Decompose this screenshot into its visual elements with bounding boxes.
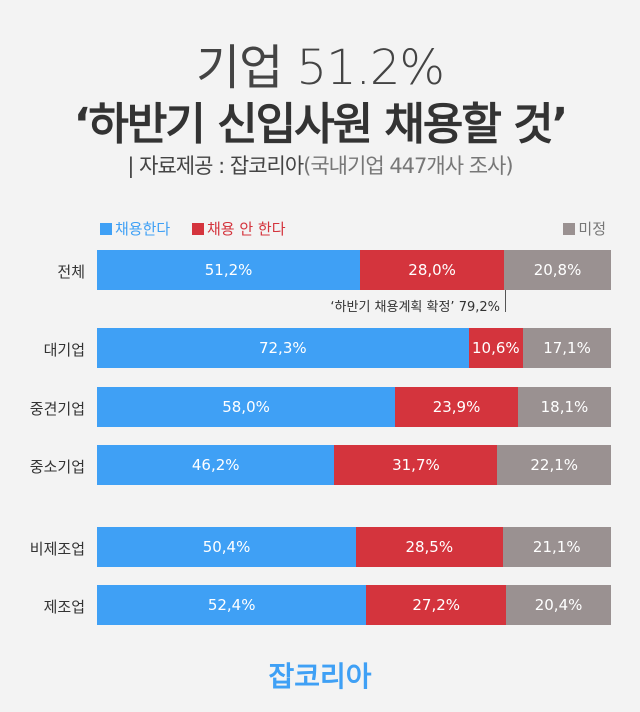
category-label: 중소기업 [29,458,85,476]
bar-segment: 46,2% [97,445,335,485]
data-label: 46,2% [191,456,240,474]
title-line1: 기업 51.2% [195,40,445,96]
bar-row: 52,4% 27,2% 20,4% [97,585,611,625]
legend-swatch [563,223,576,235]
legend-item-undecided: 미정 [563,218,606,239]
bar-segment: 51,2% [97,250,361,290]
data-label: 10,6% [472,339,520,357]
data-label: 21,1% [532,538,581,556]
bar-segment: 22,1% [497,445,611,485]
bar-row: 72,3% 10,6% 17,1% [97,328,611,368]
category-label: 비제조업 [29,540,85,558]
data-label: 28,5% [405,538,454,556]
bar-segment: 18,1% [517,387,611,427]
source-detail: (국내기업 447개사 조사) [303,154,513,178]
data-label: 27,2% [412,596,461,614]
jobkorea-logo: 잡코리아 [268,660,372,693]
legend-swatch [192,223,204,235]
legend-label: 채용 안 한다 [207,220,286,238]
bar-row: 51,2% 28,0% 20,8% [97,250,611,290]
bar-segment: 58,0% [97,387,396,427]
data-label: 20,8% [533,261,582,279]
data-label: 23,9% [432,398,481,416]
bar-segment: 23,9% [395,387,518,427]
bar-segment: 20,8% [504,250,611,290]
bar-segment: 50,4% [97,527,357,567]
title-line2: ‘하반기 신입사원 채용할 것’ [73,99,569,150]
bar-row: 46,2% 31,7% 22,1% [97,445,611,485]
bar-segment: 27,2% [366,585,507,625]
data-label: 28,0% [408,261,456,279]
data-label: 51,2% [204,261,253,279]
data-label: 31,7% [392,456,440,474]
data-label: 58,0% [222,398,270,416]
data-label: 72,3% [258,339,307,357]
legend-item-no-hire: 채용 안 한다 [192,218,286,239]
data-label: 18,1% [540,398,589,416]
bar-segment: 28,0% [360,250,505,290]
annotation: ‘하반기 채용계획 확정’ 79,2% [330,300,500,315]
category-label: 대기업 [43,341,85,359]
source-line: | 자료제공 : 잡코리아(국내기업 447개사 조사) [0,150,640,180]
data-label: 22,1% [530,456,579,474]
category-label: 중견기업 [29,400,85,418]
source: | 자료제공 : 잡코리아 [127,154,304,178]
bar-row: 58,0% 23,9% 18,1% [97,387,611,427]
bar-row: 50,4% 28,5% 21,1% [97,527,611,567]
data-label: 52,4% [207,596,256,614]
bar-segment: 20,4% [506,585,611,625]
legend-label: 미정 [578,220,606,238]
legend-swatch [100,223,112,235]
category-label: 전체 [57,263,85,281]
data-label: 20,4% [534,596,583,614]
category-label: 제조업 [43,598,85,616]
bar-segment: 10,6% [468,328,524,368]
bar-segment: 17,1% [523,328,611,368]
legend-label: 채용한다 [115,220,171,238]
data-label: 17,1% [543,339,591,357]
bar-segment: 28,5% [356,527,503,567]
annotation-line [505,290,506,312]
bar-segment: 72,3% [97,328,469,368]
bar-segment: 21,1% [502,527,611,567]
bar-segment: 31,7% [334,445,498,485]
bar-segment: 52,4% [97,585,367,625]
data-label: 50,4% [202,538,251,556]
legend-item-hire: 채용한다 [100,218,170,239]
